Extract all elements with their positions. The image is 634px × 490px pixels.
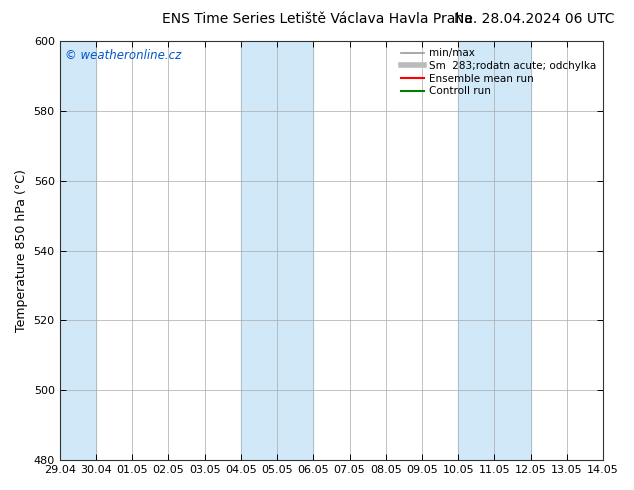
Text: Ne. 28.04.2024 06 UTC: Ne. 28.04.2024 06 UTC [455, 12, 615, 26]
Bar [241, 41, 313, 460]
Bar [60, 41, 96, 460]
Y-axis label: Temperature 850 hPa (°C): Temperature 850 hPa (°C) [15, 169, 28, 332]
Title: ENS Time Series Letiště Václava Havla Praha          Ne. 28.04.2024 06 UTC: ENS Time Series Letiště Václava Havla Pr… [0, 489, 1, 490]
Legend: min/max, Sm  283;rodatn acute; odchylka, Ensemble mean run, Controll run: min/max, Sm 283;rodatn acute; odchylka, … [399, 46, 598, 98]
Bar [458, 41, 531, 460]
Text: ENS Time Series Letiště Václava Havla Praha: ENS Time Series Letiště Václava Havla Pr… [162, 12, 472, 26]
Text: © weatheronline.cz: © weatheronline.cz [65, 49, 181, 62]
